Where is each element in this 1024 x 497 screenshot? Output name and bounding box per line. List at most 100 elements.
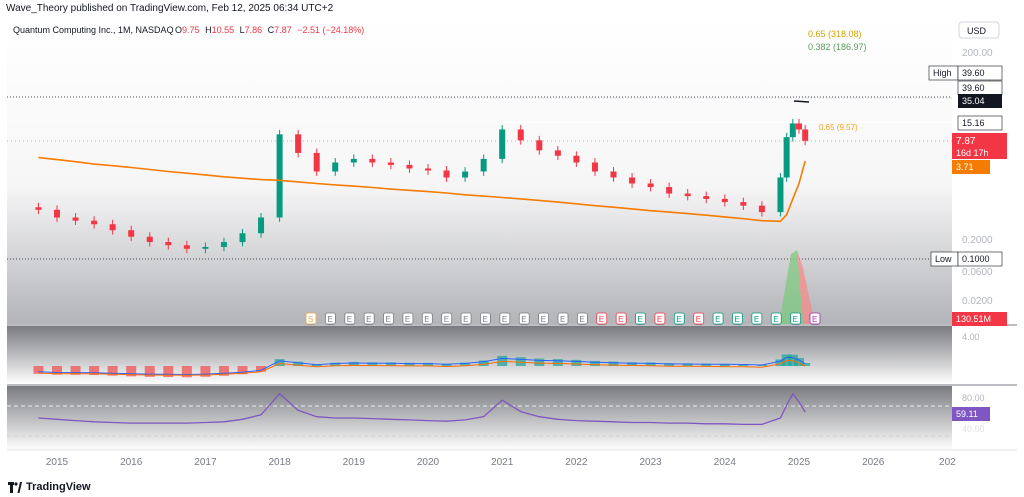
event-marker-label: E: [676, 315, 681, 324]
level-lines: [7, 96, 952, 260]
ma-tag: 3.71: [956, 162, 974, 172]
currency-button[interactable]: [958, 21, 1000, 39]
candle-body: [740, 202, 747, 206]
candle-body: [443, 170, 450, 178]
macd-line: [38, 356, 806, 376]
event-marker[interactable]: [751, 312, 763, 325]
event-marker[interactable]: [576, 312, 588, 325]
chart-frame[interactable]: Quantum Computing Inc., 1M, NASDAQ O9.75…: [7, 18, 1017, 478]
event-marker[interactable]: [305, 312, 317, 325]
legend-symbol: Quantum Computing Inc., 1M, NASDAQ: [13, 25, 174, 35]
tag-3960: 39.60: [962, 83, 985, 93]
candle-body: [183, 245, 190, 249]
ma-tag-bg: [952, 160, 990, 174]
time-tick-label: 2020: [417, 457, 440, 468]
low-value: 0.1000: [962, 254, 990, 264]
tradingview-brand: TradingView: [26, 481, 91, 493]
time-tick-label: 2018: [268, 457, 291, 468]
event-marker-label: E: [618, 315, 623, 324]
time-tick-label: 2022: [565, 457, 588, 468]
fib-label-top-b: 0.382 (186.97): [808, 42, 867, 52]
legend-h-value: 10.55: [212, 25, 235, 35]
event-marker[interactable]: [790, 312, 802, 325]
event-marker-label: E: [812, 315, 817, 324]
high-label: High: [933, 68, 952, 78]
macd-histogram-bar: [237, 366, 248, 375]
event-marker-label: E: [502, 315, 507, 324]
countdown: 16d 17h: [956, 148, 989, 158]
event-marker[interactable]: [363, 312, 375, 325]
price-tick-200: 200.00: [962, 48, 993, 59]
event-marker-label: E: [482, 315, 487, 324]
macd-histogram-bar: [664, 363, 675, 366]
event-marker-label: E: [734, 315, 739, 324]
macd-histogram-bar: [775, 359, 786, 366]
event-marker-label: E: [560, 315, 565, 324]
rsi-axis-80: 80.00: [962, 393, 985, 403]
event-marker[interactable]: [441, 312, 453, 325]
volume-tag-bg: [952, 312, 1007, 326]
event-marker[interactable]: [732, 312, 743, 325]
candle-body: [369, 158, 376, 163]
event-marker-label: E: [541, 315, 546, 324]
candle-body: [406, 164, 413, 169]
event-marker[interactable]: [615, 312, 627, 325]
candle-body: [480, 158, 487, 172]
candle-body: [684, 193, 691, 197]
candle-body: [666, 187, 673, 194]
candle-body: [591, 162, 598, 172]
candle-body: [462, 171, 469, 178]
candle-body: [146, 236, 153, 243]
price-chart[interactable]: Quantum Computing Inc., 1M, NASDAQ O9.75…: [7, 18, 1017, 478]
candle-body: [258, 217, 265, 234]
event-marker-label: E: [657, 315, 662, 324]
candle-body: [554, 150, 561, 156]
event-marker[interactable]: [557, 312, 569, 325]
event-marker[interactable]: [538, 312, 550, 325]
fib-label-top-a: 0.65 (318.08): [808, 29, 862, 39]
event-marker[interactable]: [635, 312, 646, 325]
event-marker[interactable]: [421, 312, 433, 325]
candle-body: [72, 217, 79, 221]
time-axis: 2015 2016 2017 2018 2019 2020 2021 2022 2023 2024…: [46, 457, 956, 468]
macd-axis-top: 4.00: [962, 332, 980, 342]
event-marker-label: E: [463, 315, 468, 324]
footer: TradingView: [0, 478, 1024, 497]
tag-1516: 15.16: [962, 118, 985, 128]
volume-tag: 130.51M: [956, 314, 991, 324]
event-marker-label: E: [386, 315, 391, 324]
macd-histogram-bar: [274, 359, 285, 366]
candles[interactable]: [35, 119, 809, 254]
event-marker[interactable]: [480, 312, 491, 325]
macd-histogram-bar: [627, 362, 638, 366]
macd-histogram-bar: [800, 362, 811, 366]
price-tick-02: 0.2000: [962, 235, 993, 246]
event-marker[interactable]: [499, 312, 511, 325]
candle-body: [35, 207, 42, 210]
macd-histogram-bar: [571, 359, 582, 366]
event-marker[interactable]: [518, 312, 530, 325]
event-marker-label: E: [327, 315, 332, 324]
event-marker[interactable]: [383, 312, 394, 325]
event-marker-label: E: [793, 315, 798, 324]
event-marker[interactable]: [344, 312, 356, 325]
event-marker[interactable]: [770, 312, 782, 325]
macd-histogram-bar: [682, 363, 693, 366]
candle-body: [783, 137, 790, 178]
candle-body: [202, 246, 209, 249]
macd-histogram-bar: [738, 364, 749, 366]
event-marker[interactable]: [693, 312, 705, 325]
event-marker[interactable]: [324, 312, 336, 325]
event-marker[interactable]: [460, 312, 472, 325]
macd-histogram-bar: [52, 366, 62, 375]
event-marker[interactable]: [596, 312, 608, 325]
event-marker[interactable]: [809, 312, 821, 325]
event-marker[interactable]: [654, 312, 666, 325]
event-marker[interactable]: [402, 312, 414, 325]
rsi-value: 59.11: [956, 409, 978, 419]
price-tick-002: 0.0200: [962, 296, 993, 307]
time-tick-label: 202: [939, 457, 956, 468]
event-marker[interactable]: [712, 312, 724, 325]
event-marker[interactable]: [673, 312, 685, 325]
